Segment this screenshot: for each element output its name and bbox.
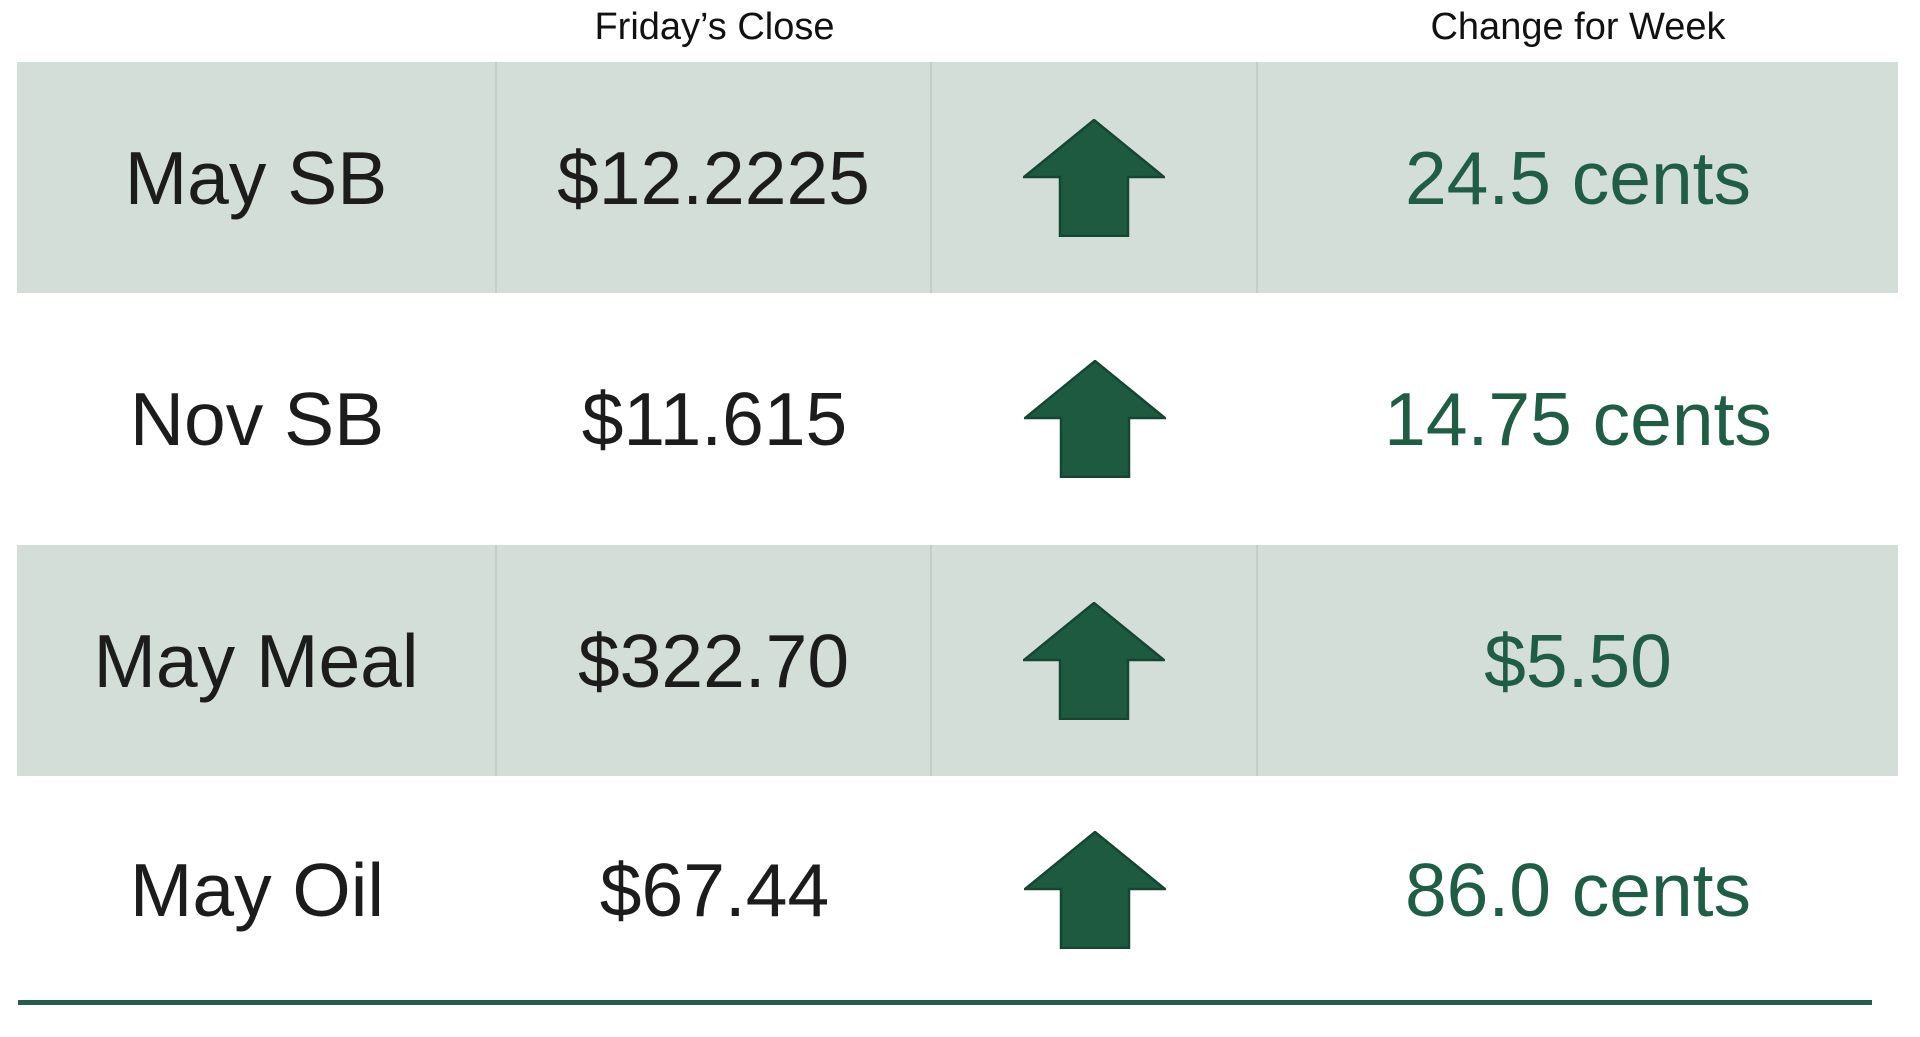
direction-cell [932, 545, 1258, 776]
up-arrow-icon [1023, 118, 1165, 237]
up-arrow-icon [1024, 830, 1166, 949]
change-value: 86.0 cents [1404, 847, 1752, 932]
change-value: 24.5 cents [1404, 135, 1752, 220]
table-row: May Meal $322.70 $5.50 [17, 545, 1898, 776]
up-arrow-icon [1023, 601, 1165, 720]
direction-cell [932, 776, 1258, 1003]
bottom-divider-rule [18, 1000, 1872, 1005]
direction-cell [932, 62, 1258, 293]
contract-label: Nov SB [129, 377, 385, 461]
change-value: $5.50 [1484, 618, 1672, 703]
column-header-fridays-close: Friday’s Close [594, 6, 835, 48]
table-row: May Oil $67.44 86.0 cents [17, 776, 1898, 1003]
up-arrow-icon [1024, 360, 1166, 478]
close-value: $67.44 [599, 847, 830, 932]
close-value: $12.2225 [497, 62, 932, 293]
table-row: May SB $12.2225 24.5 cents [17, 62, 1898, 293]
close-value: $322.70 [497, 545, 932, 776]
column-header-change-for-week: Change for Week [1430, 6, 1726, 48]
contract-label: May Oil [129, 847, 385, 932]
change-value: 14.75 cents [1384, 377, 1772, 461]
contract-label: May Meal [17, 545, 497, 776]
futures-table: May SB $12.2225 24.5 cents Nov SB $11.615 14.… [17, 62, 1898, 1003]
contract-label: May SB [17, 62, 497, 293]
close-value: $11.615 [581, 377, 848, 461]
table-row: Nov SB $11.615 14.75 cents [17, 293, 1898, 545]
direction-cell [932, 293, 1258, 545]
